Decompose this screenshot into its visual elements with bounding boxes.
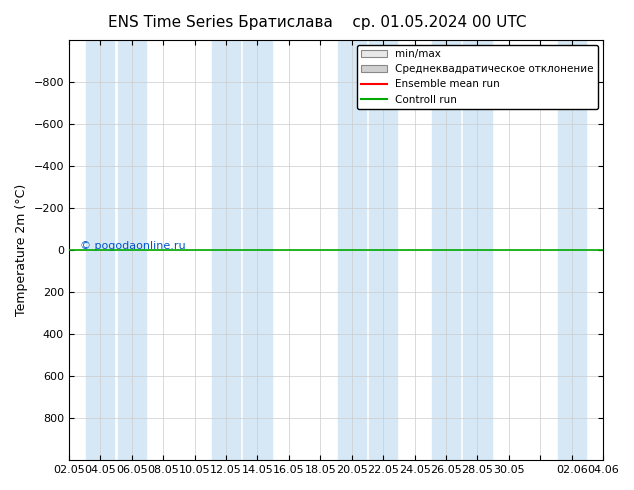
Bar bbox=[212, 40, 240, 460]
Bar bbox=[369, 40, 398, 460]
Bar bbox=[337, 40, 366, 460]
Bar bbox=[86, 40, 115, 460]
Bar bbox=[557, 40, 586, 460]
Text: © pogodaonline.ru: © pogodaonline.ru bbox=[80, 241, 185, 250]
Y-axis label: Temperature 2m (°C): Temperature 2m (°C) bbox=[15, 184, 28, 316]
Legend: min/max, Среднеквадратическое отклонение, Ensemble mean run, Controll run: min/max, Среднеквадратическое отклонение… bbox=[357, 45, 598, 109]
Text: ENS Time Series Братислава    ср. 01.05.2024 00 UTC: ENS Time Series Братислава ср. 01.05.202… bbox=[108, 15, 526, 30]
Bar bbox=[432, 40, 460, 460]
Bar bbox=[463, 40, 491, 460]
Bar bbox=[118, 40, 146, 460]
Bar bbox=[243, 40, 271, 460]
